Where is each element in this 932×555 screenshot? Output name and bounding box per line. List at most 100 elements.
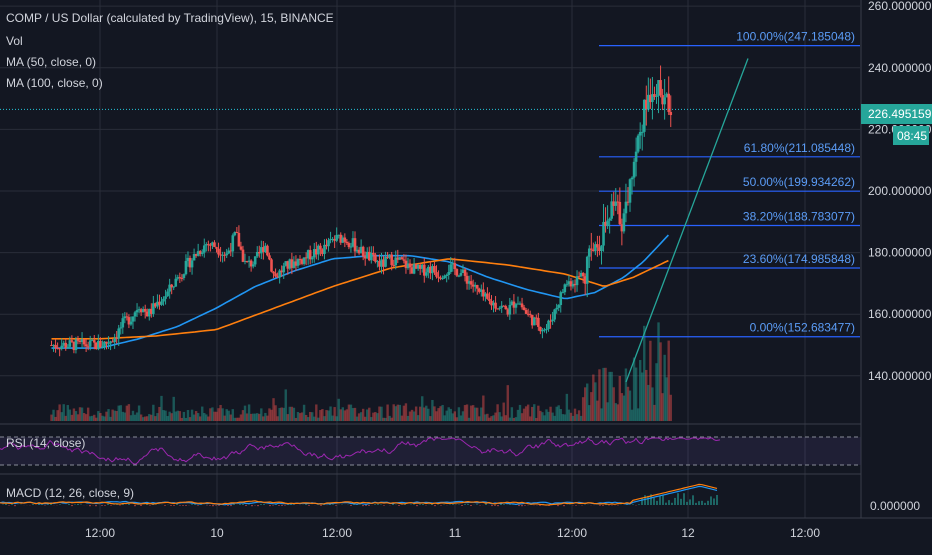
candle-body bbox=[564, 284, 567, 292]
candle-body bbox=[183, 274, 186, 278]
macd-histogram-bar bbox=[47, 504, 49, 505]
candle-body bbox=[203, 245, 206, 252]
macd-histogram-bar bbox=[32, 504, 34, 505]
candle-body bbox=[403, 259, 406, 260]
candle-body bbox=[311, 257, 314, 259]
candle-body bbox=[160, 301, 163, 304]
candle-body bbox=[600, 246, 603, 251]
countdown-label: 08:45 bbox=[897, 129, 927, 143]
candle-body bbox=[641, 132, 644, 133]
candle-body bbox=[240, 246, 243, 249]
candle-body bbox=[433, 266, 436, 272]
macd-histogram-bar bbox=[503, 504, 505, 505]
candle-body bbox=[545, 329, 548, 330]
candle-body bbox=[425, 272, 428, 275]
macd-histogram-bar bbox=[707, 501, 709, 505]
macd-histogram-bar bbox=[215, 505, 217, 506]
time-tick-label: 12:00 bbox=[85, 526, 115, 540]
macd-histogram-bar bbox=[260, 504, 262, 505]
candle-body bbox=[105, 342, 108, 344]
candle-body bbox=[547, 321, 550, 329]
candle-body bbox=[566, 284, 569, 285]
candle-body bbox=[521, 303, 524, 307]
candle-body bbox=[162, 299, 165, 302]
macd-histogram-bar bbox=[524, 505, 526, 506]
candle-body bbox=[270, 259, 273, 271]
macd-histogram-bar bbox=[452, 504, 454, 505]
indicator-ma50-label: MA (50, close, 0) bbox=[6, 55, 96, 69]
macd-histogram-bar bbox=[11, 504, 13, 505]
macd-label: MACD (12, 26, close, 9) bbox=[6, 486, 134, 500]
macd-histogram-bar bbox=[350, 505, 352, 506]
macd-histogram-bar bbox=[218, 505, 220, 506]
macd-histogram-bar bbox=[494, 505, 496, 506]
macd-histogram-bar bbox=[680, 499, 682, 505]
candle-body bbox=[619, 202, 622, 224]
candle-body bbox=[625, 202, 628, 214]
candle-body bbox=[401, 257, 404, 259]
macd-histogram-bar bbox=[71, 505, 73, 506]
candle-body bbox=[529, 314, 532, 315]
candle-body bbox=[319, 246, 322, 250]
time-tick-label: 10 bbox=[210, 526, 224, 540]
price-tick-label: 140.000000 bbox=[868, 369, 932, 383]
macd-histogram-bar bbox=[701, 501, 703, 505]
candle-body bbox=[172, 287, 175, 288]
candle-body bbox=[201, 252, 204, 253]
candle-body bbox=[348, 243, 351, 247]
candle-body bbox=[659, 80, 662, 95]
candle-body bbox=[504, 306, 507, 309]
candle-body bbox=[586, 257, 589, 284]
macd-histogram-bar bbox=[638, 504, 640, 505]
candle-body bbox=[374, 255, 377, 262]
candle-body bbox=[231, 235, 234, 251]
candle-body bbox=[470, 281, 473, 284]
current-price-label: 226.495159 bbox=[868, 107, 932, 121]
candle-body bbox=[54, 345, 57, 348]
candle-body bbox=[537, 318, 540, 327]
candle-body bbox=[71, 340, 74, 342]
candle-body bbox=[635, 152, 638, 162]
candle-body bbox=[476, 285, 479, 289]
fibonacci-retracement[interactable]: 100.00%(247.185048)61.80%(211.085448)50.… bbox=[599, 30, 860, 337]
candle-body bbox=[663, 97, 666, 104]
macd-histogram-bar bbox=[383, 505, 385, 506]
indicator-ma100-label: MA (100, close, 0) bbox=[6, 76, 103, 90]
macd-histogram-bar bbox=[257, 505, 259, 506]
macd-histogram-bar bbox=[182, 505, 184, 506]
price-tick-label: 200.000000 bbox=[868, 184, 932, 198]
candle-body bbox=[185, 261, 188, 274]
candle-body bbox=[390, 255, 393, 265]
candle-body bbox=[362, 247, 365, 257]
candlesticks bbox=[50, 66, 672, 357]
macd-histogram-bar bbox=[101, 505, 103, 506]
candle-body bbox=[323, 245, 326, 254]
candle-body bbox=[66, 347, 69, 348]
macd-histogram-bar bbox=[230, 505, 232, 506]
macd-histogram-bar bbox=[641, 498, 643, 505]
macd-histogram-bar bbox=[197, 505, 199, 506]
candle-body bbox=[191, 260, 194, 267]
macd-histogram-bar bbox=[191, 504, 193, 505]
candle-body bbox=[213, 242, 216, 247]
time-tick-label: 12 bbox=[681, 526, 695, 540]
candle-body bbox=[119, 327, 122, 328]
macd-histogram-bar bbox=[380, 504, 382, 505]
candle-body bbox=[437, 277, 440, 278]
macd-histogram-bar bbox=[413, 504, 415, 505]
macd-histogram-bar bbox=[698, 501, 700, 505]
chart-title: COMP / US Dollar (calculated by TradingV… bbox=[6, 11, 334, 25]
macd-histogram-bar bbox=[77, 504, 79, 505]
macd-histogram-bar bbox=[14, 505, 16, 506]
macd-histogram-bar bbox=[365, 505, 367, 506]
macd-histogram-bar bbox=[251, 505, 253, 506]
macd-histogram-bar bbox=[107, 504, 109, 505]
candle-body bbox=[136, 310, 139, 312]
candle-body bbox=[77, 339, 80, 340]
macd-histogram-bar bbox=[632, 504, 634, 505]
candle-body bbox=[606, 221, 609, 226]
time-tick-label: 12:00 bbox=[322, 526, 352, 540]
candle-body bbox=[327, 240, 330, 246]
